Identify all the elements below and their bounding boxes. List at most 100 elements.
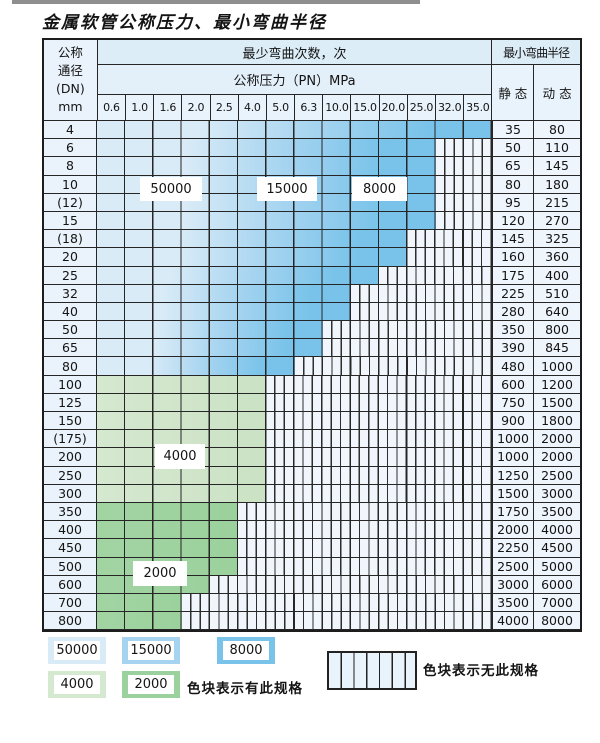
pn-grid-cell xyxy=(97,321,492,339)
pn-grid-cell xyxy=(97,139,492,157)
available-spec-region xyxy=(97,230,408,248)
static-radius-cell: 480 xyxy=(492,357,533,375)
dn-cell: 300 xyxy=(44,484,97,502)
dn-cell: 500 xyxy=(44,557,97,575)
legend-swatch-label: 4000 xyxy=(54,675,100,694)
legend-note-no-spec: 色块表示无此规格 xyxy=(423,663,539,679)
pn-column-header: 6.3 xyxy=(295,95,324,120)
static-radius-cell: 35 xyxy=(492,121,533,139)
available-spec-region xyxy=(97,357,295,375)
pn-grid-cell xyxy=(97,393,492,412)
no-spec-region xyxy=(322,321,492,339)
legend-no-spec-swatch xyxy=(327,651,417,690)
dn-cell: 25 xyxy=(44,266,97,284)
static-radius-cell: 1500 xyxy=(492,484,533,502)
table-row: 4 35 80 xyxy=(44,121,580,140)
no-spec-region xyxy=(266,448,492,466)
legend-swatch-label: 8000 xyxy=(223,641,269,660)
pn-grid-cell xyxy=(97,593,492,612)
legend-swatch: 2000 xyxy=(122,671,180,698)
no-spec-region xyxy=(238,557,492,575)
no-spec-region xyxy=(266,412,492,430)
static-radius-cell: 350 xyxy=(492,321,533,339)
dynamic-radius-cell: 360 xyxy=(533,248,580,266)
dn-cell: 700 xyxy=(44,593,97,612)
cycle-zone-label: 15000 xyxy=(257,177,317,201)
table-row: 100 600 1200 xyxy=(44,375,580,394)
dynamic-radius-cell: 1200 xyxy=(533,375,580,393)
available-spec-region xyxy=(97,248,408,266)
pn-grid-cell xyxy=(97,266,492,284)
available-spec-region xyxy=(97,157,436,175)
no-spec-region xyxy=(266,375,492,393)
static-radius-cell: 2500 xyxy=(492,557,533,575)
pn-grid-cell xyxy=(97,521,492,539)
pn-column-header: 1.6 xyxy=(154,95,183,120)
dn-cell: 100 xyxy=(44,375,97,393)
dn-cell: 125 xyxy=(44,393,97,411)
pn-column-header: 0.6 xyxy=(98,95,126,120)
available-spec-region xyxy=(97,121,492,139)
static-radius-cell: 175 xyxy=(492,266,533,284)
no-spec-region xyxy=(435,193,492,211)
available-spec-region xyxy=(97,321,323,339)
dn-cell: 250 xyxy=(44,466,97,484)
dynamic-radius-cell: 2000 xyxy=(533,448,580,466)
available-spec-region xyxy=(97,521,239,539)
dn-header-line2: 通径 xyxy=(57,63,83,78)
static-radius-cell: 1000 xyxy=(492,448,533,466)
dynamic-column-header: 动 态 xyxy=(542,86,572,101)
static-radius-cell: 4000 xyxy=(492,612,533,630)
table-row: 700 3500 7000 xyxy=(44,593,580,613)
static-radius-cell: 3500 xyxy=(492,593,533,612)
bend-radius-header-group: 最小弯曲半径 静 态 动 态 xyxy=(491,40,580,120)
legend-note-has-spec: 色块表示有此规格 xyxy=(187,681,303,697)
dn-cell: 65 xyxy=(44,339,97,357)
no-spec-region xyxy=(407,248,492,266)
dynamic-radius-cell: 510 xyxy=(533,284,580,302)
no-spec-region xyxy=(266,430,492,448)
no-spec-region xyxy=(181,612,492,630)
pn-grid-cell xyxy=(97,302,492,321)
static-radius-cell: 2250 xyxy=(492,539,533,557)
available-spec-region xyxy=(97,502,239,521)
dynamic-radius-cell: 325 xyxy=(533,230,580,248)
available-spec-region xyxy=(97,266,380,284)
no-spec-region xyxy=(435,139,492,157)
table-row: 8 65 145 xyxy=(44,157,580,176)
table-row: 350 1750 3500 xyxy=(44,502,580,522)
available-spec-region xyxy=(97,430,267,448)
dynamic-radius-cell: 6000 xyxy=(533,575,580,593)
static-column-header: 静 态 xyxy=(492,65,535,120)
dn-cell: 6 xyxy=(44,139,97,157)
dn-cell: 400 xyxy=(44,521,97,539)
dynamic-radius-cell: 400 xyxy=(533,266,580,284)
dn-cell: 50 xyxy=(44,321,97,339)
available-spec-region xyxy=(97,284,351,302)
page-title: 金属软管公称压力、最小弯曲半径 xyxy=(42,13,327,33)
pn-column-header: 15.0 xyxy=(351,95,380,120)
dn-cell: 800 xyxy=(44,612,97,630)
table-row: 6 50 110 xyxy=(44,139,580,158)
legend-swatch: 4000 xyxy=(48,671,106,698)
legend-swatch-label: 50000 xyxy=(54,641,100,660)
dynamic-radius-cell: 145 xyxy=(533,157,580,175)
table-row: 800 4000 8000 xyxy=(44,612,580,631)
no-spec-region xyxy=(266,466,492,484)
dynamic-radius-cell: 800 xyxy=(533,321,580,339)
dynamic-radius-cell: 2500 xyxy=(533,466,580,484)
dynamic-radius-cell: 3500 xyxy=(533,502,580,521)
table-row: 600 3000 6000 xyxy=(44,575,580,594)
pn-grid-cell xyxy=(97,157,492,175)
pn-grid-cell xyxy=(97,557,492,575)
dn-cell: 8 xyxy=(44,157,97,175)
page-top-rule xyxy=(12,0,420,4)
dynamic-radius-cell: 7000 xyxy=(533,593,580,612)
static-radius-cell: 900 xyxy=(492,412,533,430)
dn-cell: (175) xyxy=(44,430,97,448)
available-spec-region xyxy=(97,139,436,157)
dynamic-radius-cell: 1500 xyxy=(533,393,580,411)
dynamic-radius-cell: 5000 xyxy=(533,557,580,575)
dynamic-radius-cell: 80 xyxy=(533,121,580,139)
no-spec-region xyxy=(407,230,492,248)
